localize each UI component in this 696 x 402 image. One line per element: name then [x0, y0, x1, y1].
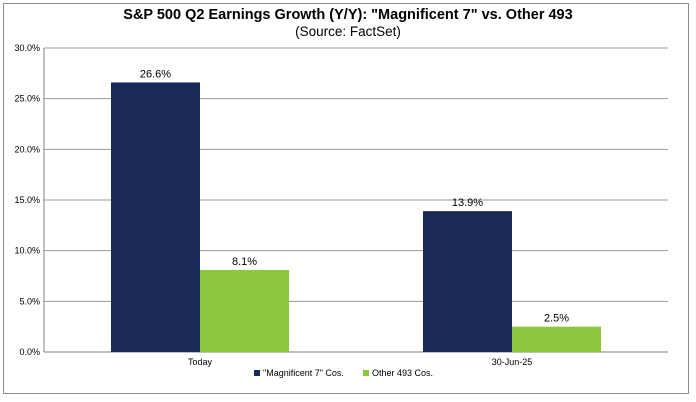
y-tick-label: 25.0% [14, 94, 40, 104]
chart-subtitle: (Source: FactSet) [295, 24, 401, 39]
y-tick-label: 10.0% [14, 246, 40, 256]
data-label: 8.1% [232, 256, 257, 268]
legend-label: "Magnificent 7" Cos. [263, 368, 344, 378]
data-label: 13.9% [452, 197, 483, 209]
x-category-label: Today [188, 357, 213, 367]
y-tick-label: 0.0% [19, 347, 40, 357]
legend: "Magnificent 7" Cos. Other 493 Cos. [254, 368, 433, 378]
bar [111, 82, 200, 352]
legend-swatch [363, 370, 369, 376]
x-category-label: 30-Jun-25 [492, 357, 533, 367]
chart-title: S&P 500 Q2 Earnings Growth (Y/Y): "Magni… [123, 7, 573, 23]
data-label: 2.5% [544, 313, 569, 325]
y-tick-label: 5.0% [19, 296, 40, 306]
bars [111, 82, 601, 352]
bar [512, 326, 601, 352]
y-axis-ticks: 0.0% 5.0% 10.0% 15.0% 20.0% 25.0% 30.0% [14, 43, 40, 357]
bar [423, 211, 512, 352]
data-labels: 26.6% 8.1% 13.9% 2.5% [140, 68, 569, 324]
legend-label: Other 493 Cos. [372, 368, 433, 378]
data-label: 26.6% [140, 68, 171, 80]
legend-swatch [254, 370, 260, 376]
x-axis-categories: Today 30-Jun-25 [188, 357, 532, 367]
y-tick-label: 20.0% [14, 144, 40, 154]
y-tick-label: 15.0% [14, 195, 40, 205]
y-tick-label: 30.0% [14, 43, 40, 53]
bar [200, 269, 289, 352]
